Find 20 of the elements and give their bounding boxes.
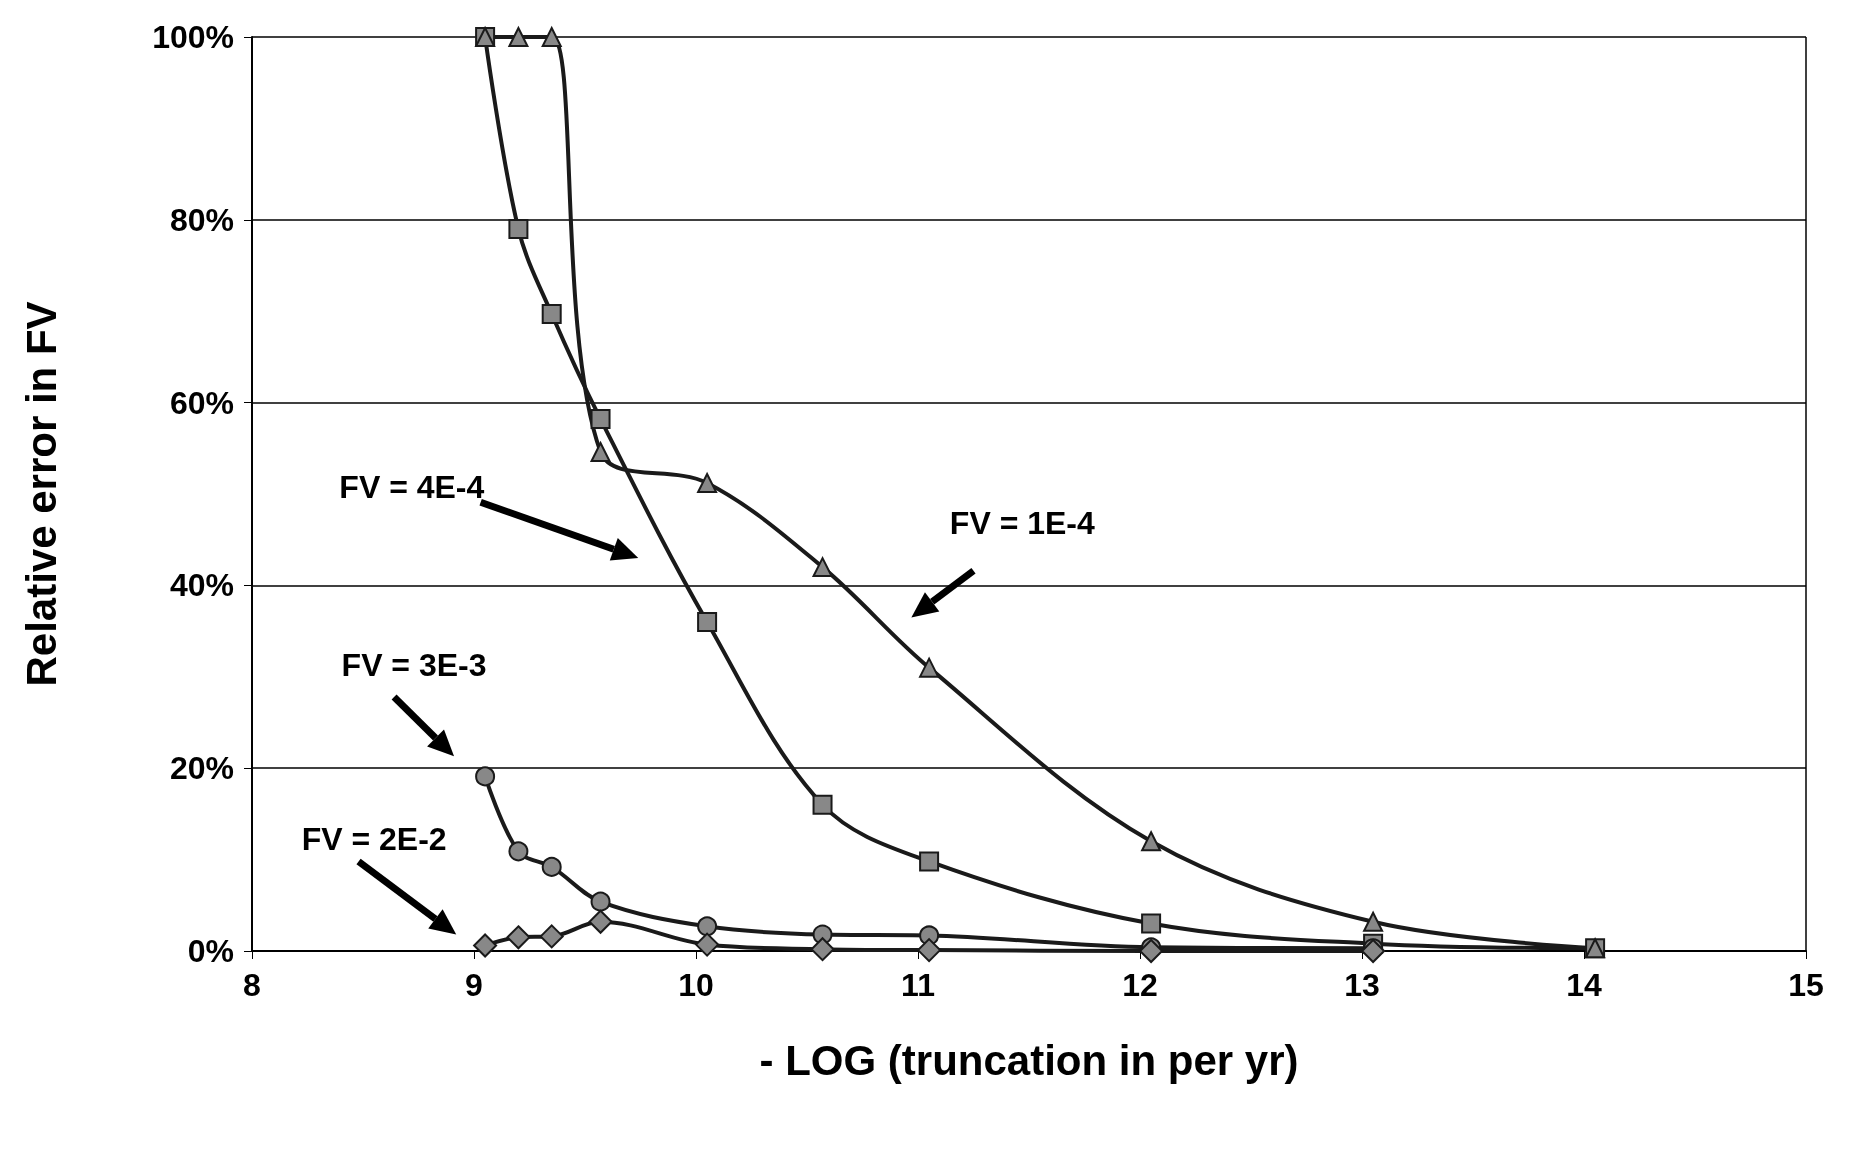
y-tick-label: 20%: [169, 750, 234, 787]
x-tick-label: 14: [1566, 967, 1602, 1003]
annotation: FV = 1E-4: [949, 505, 1096, 542]
x-tick-label: 9: [465, 967, 483, 1003]
y-axis-title: Relative error in FV: [17, 301, 65, 687]
x-tick-label: 13: [1344, 967, 1380, 1003]
x-tick-label: 15: [1788, 967, 1824, 1003]
x-tick-label: 10: [678, 967, 714, 1003]
y-tick-label: 0%: [187, 933, 234, 969]
annotation: FV = 4E-4: [339, 468, 485, 505]
annotation: FV = 2E-2: [301, 820, 447, 857]
x-axis-title: - LOG (truncation in per yr): [759, 1036, 1299, 1084]
x-tick-label: 12: [1122, 967, 1158, 1003]
x-tick-label: 8: [243, 967, 261, 1003]
x-tick-label: 11: [901, 967, 935, 1003]
annotation: FV = 3E-3: [341, 646, 487, 683]
y-tick-label: 100%: [152, 19, 234, 55]
y-tick-label: 80%: [169, 201, 234, 238]
y-tick-label: 60%: [169, 384, 234, 421]
y-tick-label: 40%: [169, 567, 234, 604]
